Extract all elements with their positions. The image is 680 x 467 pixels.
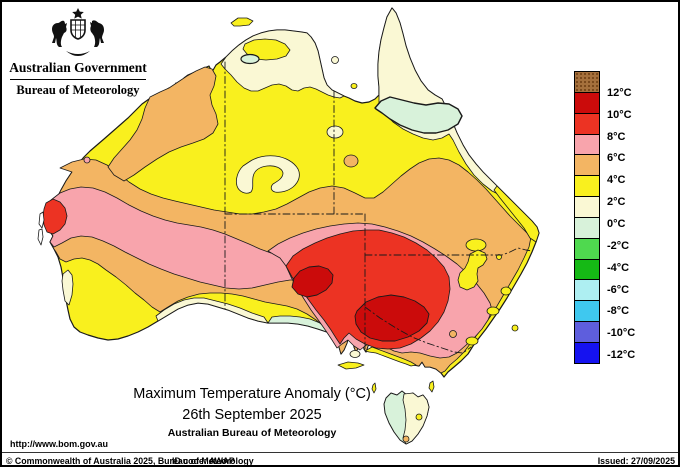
region-yellow-gippsland: [465, 336, 479, 346]
map-date: 26th September 2025: [182, 407, 322, 423]
map-source: Australian Bureau of Meteorology: [167, 427, 337, 439]
region-yellow-east-coast-strip: [493, 185, 540, 243]
region-yellow-sth-coast-c: [500, 286, 512, 296]
legend-swatch-0: [574, 71, 600, 93]
legend-label--2C: -2°C: [607, 239, 630, 252]
government-label: Australian Government: [9, 60, 147, 75]
coat-of-arms-icon: [52, 8, 104, 56]
legend-label--6C: -6°C: [607, 283, 630, 296]
map-title: Maximum Temperature Anomaly (°C): [133, 386, 371, 402]
legend-label-6C: 6°C: [607, 152, 626, 165]
temperature-legend: 12°C 10°C 8°C 6°C 4°C 2°C 0°C -2°C -4°C -6°C -8°C -…: [574, 71, 644, 364]
legend-swatch-6: [574, 196, 600, 218]
island-flinders: [428, 380, 435, 393]
legend-swatch-12: [574, 321, 600, 343]
region-yellow-sth-coast-b: [486, 306, 500, 316]
region-orange-dot-in-pink: [449, 330, 457, 338]
island-kangaroo: [337, 361, 365, 370]
legend-swatch-4: [574, 154, 600, 177]
legend-swatch-7: [574, 216, 600, 239]
legend-swatch-1: [574, 91, 600, 114]
region-yellow-tasmania-dot: [415, 413, 423, 421]
region-orange-tasmania-dot: [402, 435, 410, 443]
island-shark-bay-a: [38, 211, 45, 229]
region-cream-vic-spot: [349, 350, 361, 358]
logo-divider: [10, 79, 146, 80]
legend-label-4C: 4°C: [607, 174, 626, 187]
region-darkred-east-core: [354, 294, 430, 342]
state-border-nsw-vic: [364, 306, 472, 354]
island-king: [371, 382, 377, 394]
region-pink-dot-west: [83, 156, 91, 164]
legend-label--10C: -10°C: [607, 327, 636, 340]
legend-label-2C: 2°C: [607, 196, 626, 209]
id-code-text: ID code: AWAP: [172, 456, 235, 466]
legend-label-0C: 0°C: [607, 217, 626, 230]
region-cream-nt-small: [326, 125, 344, 139]
issued-text: Issued: 27/09/2025: [597, 456, 675, 466]
region-yellow-dot-coast: [496, 254, 502, 260]
bom-url: http://www.bom.gov.au: [10, 439, 108, 449]
region-orange-kimberley: [107, 66, 219, 182]
bom-logo: Australian Government Bureau of Meteorol…: [8, 6, 148, 98]
region-cream-west-coast-sliver: [61, 269, 74, 306]
region-yellow-nsw-peanut: [457, 249, 488, 291]
island-shark-bay-b: [37, 228, 44, 246]
legend-label-10C: 10°C: [607, 108, 632, 121]
legend-swatch-8: [574, 237, 600, 260]
legend-swatch-5: [574, 175, 600, 198]
legend-swatch-13: [574, 341, 600, 364]
region-green-top-end-spot: [240, 53, 260, 65]
legend-label-12C: 12°C: [607, 86, 632, 99]
copyright-text: © Commonwealth of Australia 2025, Bureau…: [6, 456, 254, 466]
footer-bar: © Commonwealth of Australia 2025, Bureau…: [2, 455, 678, 466]
legend-label--8C: -8°C: [607, 305, 630, 318]
island-mornington: [350, 83, 358, 89]
region-green-cape-band: [374, 96, 463, 134]
map-caption: Maximum Temperature Anomaly (°C) 26th Se…: [37, 386, 467, 439]
region-yellow-nsw-spot-a: [465, 238, 487, 252]
footer-divider: [2, 452, 678, 453]
region-yellow-vic-strip: [364, 346, 417, 367]
legend-label--12C: -12°C: [607, 349, 636, 362]
bureau-label: Bureau of Meteorology: [16, 83, 140, 97]
legend-label-8C: 8°C: [607, 130, 626, 143]
legend-swatch-3: [574, 133, 600, 156]
island-melville: [230, 17, 254, 27]
region-orange-nt-spot: [343, 154, 359, 168]
island-groote: [331, 56, 339, 64]
legend-swatch-11: [574, 300, 600, 323]
state-borders: [224, 61, 533, 354]
region-yellow-dot-south-nsw: [511, 324, 519, 332]
region-cream-nt-centre: [235, 155, 300, 194]
region-cream-cape-york: [377, 7, 507, 196]
legend-label--4C: -4°C: [607, 261, 630, 274]
region-cream-bight-strip: [155, 297, 269, 324]
legend-swatch-2: [574, 112, 600, 135]
region-darkred-west-core: [291, 265, 334, 298]
legend-swatch-10: [574, 279, 600, 302]
state-border-qld-nsw: [364, 247, 533, 256]
legend-swatch-9: [574, 258, 600, 281]
